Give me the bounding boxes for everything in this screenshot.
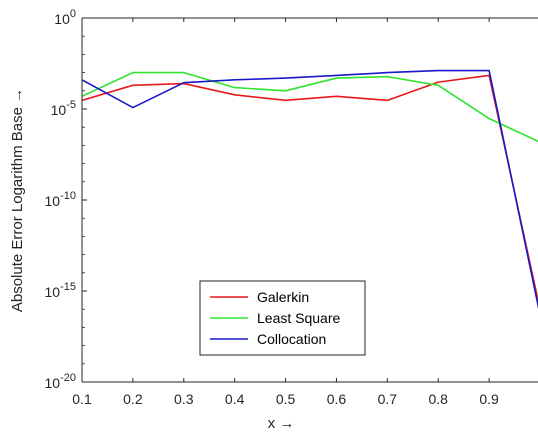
legend-label-collocation: Collocation <box>257 331 326 347</box>
series-layer <box>82 69 538 310</box>
y-tick-base: 10 <box>54 11 70 27</box>
x-tick-label: 0.5 <box>276 391 296 407</box>
axes-layer: 0.1 0.2 0.3 0.4 0.5 0.6 0.7 0.8 0.910010-510-101… <box>45 8 538 407</box>
y-tick-label: 10-15 <box>45 281 76 300</box>
x-tick-label: 0.4 <box>225 391 245 407</box>
y-tick-exponent: -5 <box>66 99 76 111</box>
y-tick-base: 10 <box>45 284 61 300</box>
y-tick-label: 10-20 <box>45 372 76 391</box>
legend: Galerkin Least Square Collocation <box>199 280 366 356</box>
series-line-galerkin <box>82 74 538 304</box>
series-line-collocation <box>82 69 538 310</box>
y-tick-exponent: -15 <box>60 281 76 293</box>
y-tick-base: 10 <box>51 102 67 118</box>
x-tick-label: 0.2 <box>123 391 143 407</box>
x-tick-label: 0.3 <box>174 391 194 407</box>
x-axis-label: x → <box>268 415 295 432</box>
x-tick-label: 0.1 <box>72 391 92 407</box>
legend-label-least-square: Least Square <box>257 310 340 326</box>
x-tick-label: 0.9 <box>479 391 499 407</box>
x-tick-label: 0.7 <box>378 391 398 407</box>
y-tick-exponent: -10 <box>60 190 76 202</box>
y-tick-exponent: 0 <box>70 8 76 20</box>
legend-label-galerkin: Galerkin <box>257 289 309 305</box>
y-axis-label: Absolute Error Logarithm Base → <box>9 88 26 312</box>
y-tick-label: 10-5 <box>51 99 76 118</box>
y-tick-label: 100 <box>54 8 76 27</box>
y-tick-label: 10-10 <box>45 190 76 209</box>
y-tick-base: 10 <box>45 193 61 209</box>
x-tick-label: 0.6 <box>327 391 347 407</box>
y-tick-base: 10 <box>45 375 61 391</box>
series-line-least-square <box>82 71 538 143</box>
y-tick-exponent: -20 <box>60 372 76 384</box>
x-tick-label: 0.8 <box>428 391 448 407</box>
